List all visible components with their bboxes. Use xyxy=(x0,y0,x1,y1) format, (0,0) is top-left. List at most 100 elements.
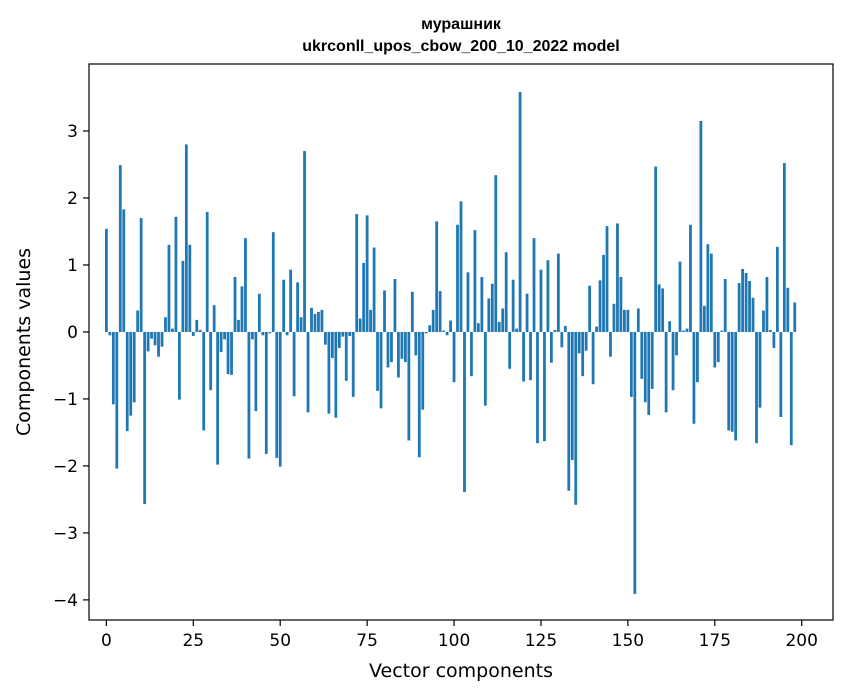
bar-7 xyxy=(129,331,133,416)
bar-15 xyxy=(157,331,160,357)
bar-54 xyxy=(292,331,296,397)
bar-145 xyxy=(609,331,612,357)
bar-77 xyxy=(372,247,376,332)
bar-184 xyxy=(744,273,748,332)
bar-95 xyxy=(435,221,439,332)
bar-170 xyxy=(696,331,699,383)
bar-153 xyxy=(636,308,640,332)
bar-171 xyxy=(699,120,703,332)
bar-8 xyxy=(132,331,136,403)
bar-143 xyxy=(602,254,605,332)
bar-13 xyxy=(150,331,153,339)
bar-107 xyxy=(476,323,480,332)
bar-182 xyxy=(737,283,741,332)
bar-79 xyxy=(379,331,383,409)
bars-group xyxy=(104,92,797,594)
bar-44 xyxy=(257,293,261,332)
bar-67 xyxy=(337,331,341,349)
bar-36 xyxy=(230,331,233,375)
bar-85 xyxy=(400,331,404,359)
bar-80 xyxy=(383,290,386,332)
bar-30 xyxy=(209,331,213,391)
bar-131 xyxy=(560,331,564,348)
bar-152 xyxy=(633,331,637,594)
bar-116 xyxy=(508,331,512,369)
x-tick-label: 50 xyxy=(269,631,291,651)
bar-189 xyxy=(762,310,765,332)
bar-141 xyxy=(595,326,598,332)
bar-154 xyxy=(640,331,644,379)
bar-69 xyxy=(344,331,348,381)
bar-168 xyxy=(689,224,692,332)
bar-29 xyxy=(205,212,209,332)
bar-135 xyxy=(574,331,578,505)
bar-132 xyxy=(563,325,567,332)
bar-123 xyxy=(532,238,536,332)
bar-127 xyxy=(546,260,550,332)
x-tick-label: 0 xyxy=(101,631,112,651)
bar-175 xyxy=(713,331,717,368)
bar-191 xyxy=(769,329,772,332)
bar-86 xyxy=(403,331,407,363)
bar-43 xyxy=(254,331,258,411)
bar-196 xyxy=(786,287,790,332)
bar-49 xyxy=(275,331,279,458)
bar-31 xyxy=(212,305,216,332)
bar-130 xyxy=(556,253,560,332)
bar-9 xyxy=(136,310,140,332)
bar-24 xyxy=(188,244,192,332)
bar-115 xyxy=(504,252,508,332)
bar-134 xyxy=(570,331,574,460)
bar-27 xyxy=(198,329,202,332)
bar-47 xyxy=(268,331,272,334)
x-tick-label: 200 xyxy=(785,631,817,651)
bar-121 xyxy=(525,293,529,332)
bar-55 xyxy=(296,282,299,332)
bar-192 xyxy=(772,331,776,349)
bar-156 xyxy=(647,331,651,416)
bar-113 xyxy=(497,321,501,332)
bar-194 xyxy=(779,331,783,418)
chart-title-line1: мурашник xyxy=(421,16,502,33)
bar-162 xyxy=(668,321,671,332)
bar-112 xyxy=(494,175,498,332)
bar-52 xyxy=(285,331,289,336)
y-tick-label: −4 xyxy=(53,591,78,611)
bar-126 xyxy=(543,331,546,442)
bar-1 xyxy=(108,331,112,336)
bar-155 xyxy=(643,331,647,403)
bar-144 xyxy=(605,226,609,332)
x-tick-label: 25 xyxy=(182,631,204,651)
bar-39 xyxy=(240,286,244,332)
bar-114 xyxy=(501,308,505,332)
x-tick-label: 100 xyxy=(438,631,470,651)
y-tick-label: −1 xyxy=(53,390,78,410)
bar-105 xyxy=(470,331,473,377)
bar-2 xyxy=(111,331,115,405)
bar-56 xyxy=(299,317,303,332)
bar-124 xyxy=(536,331,539,444)
bar-164 xyxy=(675,331,678,356)
bar-93 xyxy=(428,325,432,332)
bar-17 xyxy=(164,317,167,332)
bar-178 xyxy=(723,279,727,332)
x-axis: 0 25 50 75 100 125 150 175 200 xyxy=(101,620,818,651)
x-tick-label: 75 xyxy=(356,631,378,651)
bar-109 xyxy=(483,331,487,406)
bar-58 xyxy=(306,331,310,413)
bar-133 xyxy=(567,331,571,491)
bar-100 xyxy=(452,331,456,383)
bar-139 xyxy=(588,285,592,332)
bar-165 xyxy=(678,261,682,332)
y-tick-label: 0 xyxy=(67,323,78,343)
x-tick-label: 175 xyxy=(699,631,731,651)
bar-172 xyxy=(702,305,706,332)
bar-160 xyxy=(661,288,665,332)
bar-158 xyxy=(654,166,658,332)
bar-11 xyxy=(143,331,147,505)
x-axis-label: Vector components xyxy=(369,660,553,682)
bar-23 xyxy=(184,144,188,332)
bar-198 xyxy=(793,302,797,332)
bar-122 xyxy=(529,331,532,381)
bar-40 xyxy=(244,238,247,332)
